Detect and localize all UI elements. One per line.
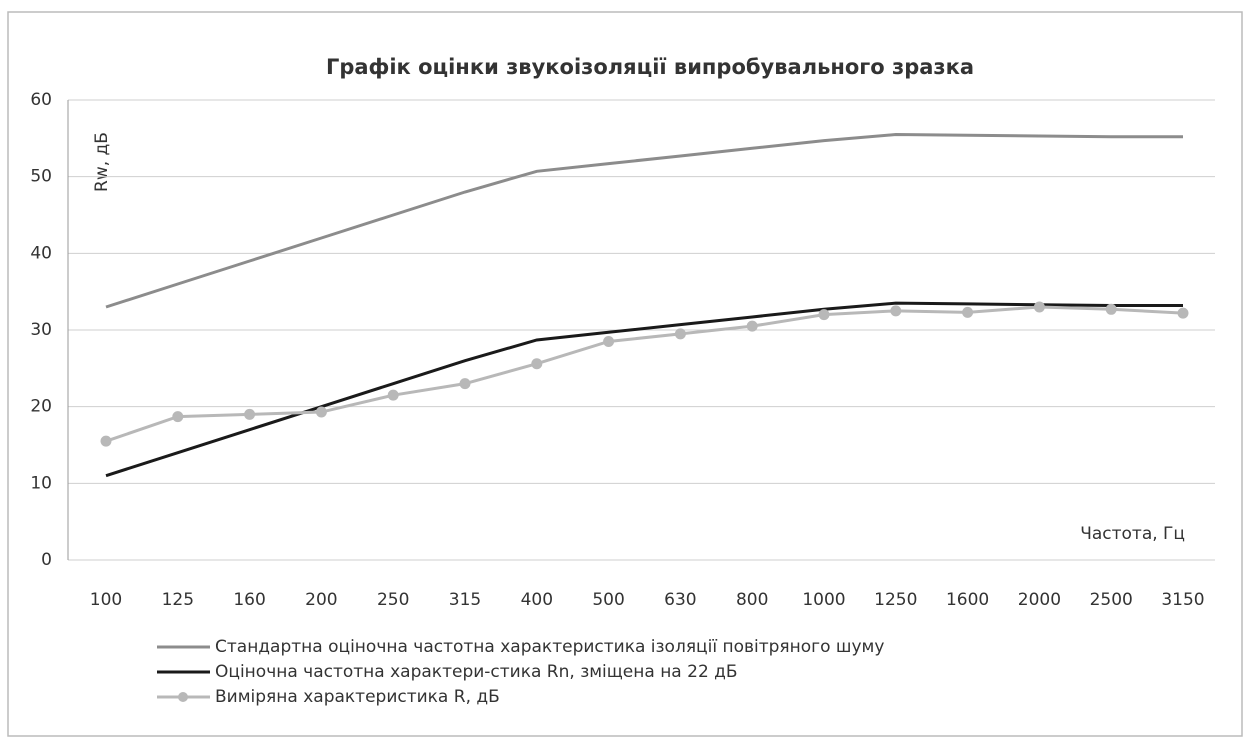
y-tick-label: 30 [30, 320, 52, 340]
data-point [1105, 303, 1117, 315]
y-tick-label: 50 [30, 167, 52, 187]
data-point [100, 435, 112, 447]
x-tick-label: 315 [449, 590, 481, 610]
legend-label: Стандартна оціночна частотна характерист… [215, 637, 884, 657]
x-tick-label: 3150 [1161, 590, 1204, 610]
x-tick-label: 2000 [1018, 590, 1061, 610]
x-tick-label: 500 [592, 590, 624, 610]
x-tick-label: 160 [233, 590, 265, 610]
data-point [603, 336, 615, 347]
x-tick-label: 200 [305, 590, 337, 610]
x-tick-label: 400 [521, 590, 553, 610]
data-point [746, 320, 758, 332]
data-point [531, 358, 543, 370]
data-point [1033, 301, 1045, 313]
legend-label: Оціночна частотна характери-стика Rn, зм… [215, 662, 738, 682]
data-point [674, 328, 686, 340]
x-tick-label: 800 [736, 590, 768, 610]
data-point [172, 411, 184, 423]
series-line [105, 301, 1183, 478]
y-tick-label: 40 [30, 243, 52, 263]
y-tick-label: 0 [41, 550, 52, 570]
x-tick-label: 2500 [1090, 590, 1133, 610]
data-point [890, 305, 902, 317]
data-point [962, 306, 974, 318]
data-point [459, 378, 471, 390]
legend-marker [178, 692, 188, 702]
chart-title: Графік оцінки звукоізоляції випробувальн… [326, 55, 974, 79]
x-tick-label: 1250 [874, 590, 917, 610]
x-tick-label: 125 [162, 590, 194, 610]
data-point [244, 408, 256, 420]
x-tick-label: 100 [90, 590, 122, 610]
x-tick-label: 630 [664, 590, 696, 610]
series-line [105, 305, 1184, 443]
data-point [1177, 307, 1189, 319]
data-point [818, 309, 830, 321]
x-tick-label: 1600 [946, 590, 989, 610]
y-tick-label: 20 [30, 397, 52, 417]
x-tick-label: 250 [377, 590, 409, 610]
y-tick-label: 60 [30, 90, 52, 110]
x-tick-label: 1000 [802, 590, 845, 610]
data-point [387, 389, 399, 401]
y-tick-label: 10 [30, 473, 52, 493]
y-axis-label: Rw, дБ [92, 132, 112, 192]
legend-label: Виміряна характеристика R, дБ [215, 687, 500, 707]
x-axis-label: Частота, Гц [1080, 524, 1185, 544]
chart-frame [7, 11, 1243, 737]
data-point [315, 406, 327, 418]
series-line [105, 132, 1183, 309]
